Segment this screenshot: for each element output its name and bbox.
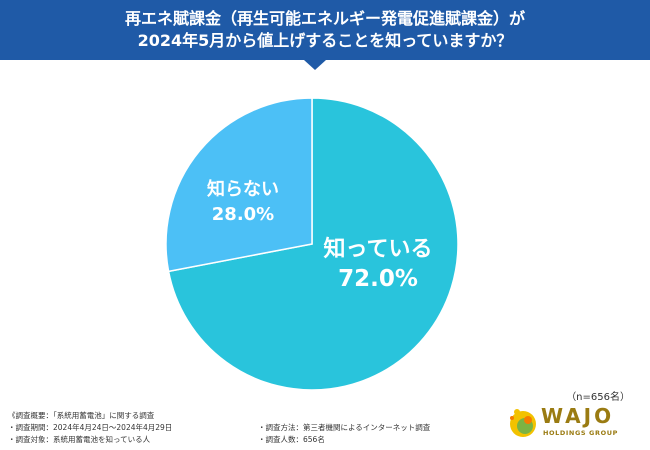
note-method: ・調査方法：第三者機関によるインターネット調査 (258, 423, 431, 432)
slice-label-name-2: 知らない (207, 178, 279, 200)
slice-label-value-2: 28.0% (212, 204, 274, 225)
survey-notes: 《調査概要：「系統用蓄電池」に関する調査 ・調査期間：2024年4月24日～20… (8, 410, 488, 448)
note-count: ・調査人数：656名 (258, 435, 325, 444)
slice-label-name-1: 知っている (324, 236, 433, 262)
chart-title: 再エネ賦課金（再生可能エネルギー発電促進賦課金）が 2024年5月から値上げする… (0, 0, 650, 60)
sample-size: （n=656名） (566, 392, 630, 403)
note-period: ・調査期間：2024年4月24日～2024年4月29日 (8, 423, 173, 432)
wajo-logo: WAJO HOLDINGS GROUP (505, 402, 635, 442)
pie-slice-1 (167, 97, 459, 391)
note-target: ・調査対象：系統用蓄電池を知っている人 (8, 435, 151, 444)
pie-slice-2 (165, 97, 313, 273)
note-overview: 《調査概要：「系統用蓄電池」に関する調査 (8, 411, 155, 420)
title-line-2: 2024年5月から値上げすることを知っていますか？ (137, 31, 513, 50)
title-line-1: 再エネ賦課金（再生可能エネルギー発電促進賦課金）が (124, 9, 525, 28)
logo-name: WAJO (541, 404, 615, 428)
slice-label-value-1: 72.0% (338, 266, 418, 292)
header-banner (0, 0, 650, 70)
logo-mark-icon (510, 409, 536, 437)
logo-subtitle: HOLDINGS GROUP (543, 429, 618, 437)
pie-chart: 知っている 72.0% 知らない 28.0% (165, 97, 459, 391)
